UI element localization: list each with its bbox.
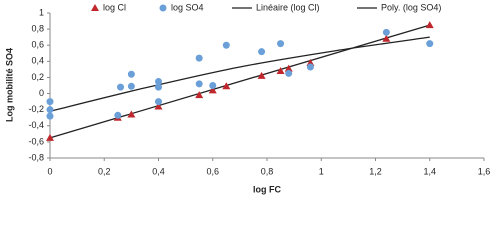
x-tick-label: 1,6 [478, 166, 491, 176]
legend-swatch [159, 4, 167, 12]
triangle-marker [46, 133, 54, 141]
legend-label: log SO4 [171, 2, 204, 12]
circle-marker [127, 70, 135, 78]
circle-marker [46, 98, 54, 106]
triangle-marker [276, 67, 285, 74]
circle-marker [114, 111, 122, 119]
circle-marker [382, 28, 390, 36]
x-tick-label: 0,4 [152, 166, 165, 176]
x-tick-label: 0 [47, 166, 52, 176]
circle-marker [195, 54, 203, 62]
triangle-marker [222, 82, 231, 90]
circle-marker [127, 82, 135, 90]
circle-marker [258, 48, 266, 56]
y-axis-title: Log mobilité SO4 [4, 48, 14, 122]
trend-line [49, 24, 430, 139]
triangle-marker [195, 91, 204, 99]
y-tick-label: 0,6 [31, 40, 44, 50]
circle-marker [155, 98, 162, 106]
triangle-marker [208, 86, 217, 94]
circle-marker [209, 82, 217, 89]
legend-label: Linéaire (log Cl) [256, 2, 320, 12]
y-tick-label: 0,4 [31, 56, 44, 66]
x-axis-title: log FC [253, 184, 281, 194]
y-tick-label: -0,4 [28, 120, 44, 130]
x-tick-label: 0,6 [206, 166, 219, 176]
legend-swatch [91, 4, 99, 11]
x-tick-label: 1,4 [423, 166, 436, 176]
circle-marker [195, 80, 203, 88]
triangle-marker [284, 64, 293, 72]
page: log FC Log mobilité SO4 -0,8 -0,6 -0,4 -0,2… [4, 2, 491, 195]
y-tick-label: 0,8 [31, 23, 44, 33]
triangle-marker [257, 71, 266, 79]
circle-marker [46, 106, 54, 114]
circle-marker [155, 83, 162, 91]
x-tick-label: 0,8 [261, 166, 274, 176]
triangle-marker [127, 110, 136, 118]
circle-marker [306, 63, 314, 71]
circle-marker [222, 41, 230, 49]
legend-label: log Cl [103, 2, 126, 12]
circle-marker [46, 112, 54, 120]
circle-marker [117, 83, 125, 91]
circle-marker [277, 40, 285, 48]
triangle-marker [425, 21, 434, 29]
legend-label: Poly. (log SO4) [381, 2, 441, 12]
x-tick-label: 1,2 [369, 166, 382, 176]
y-tick-label: -0,6 [28, 136, 44, 146]
y-tick-label: 0,2 [31, 72, 44, 82]
trend-line [49, 36, 430, 112]
chart: log FC Log mobilité SO4 -0,8 -0,6 -0,4 -0,2… [4, 2, 491, 194]
triangle-marker [154, 102, 163, 110]
circle-marker [426, 40, 434, 48]
y-tick-label: -0,2 [28, 104, 44, 114]
circle-marker [285, 69, 293, 77]
triangle-marker [382, 34, 391, 42]
y-tick-label: 0 [39, 88, 44, 98]
x-tick-label: 1 [319, 166, 324, 176]
y-tick-label: 1 [39, 7, 44, 17]
circle-marker [155, 77, 162, 85]
x-tick-label: 0,2 [98, 166, 111, 176]
y-tick-label: -0,8 [28, 152, 44, 162]
